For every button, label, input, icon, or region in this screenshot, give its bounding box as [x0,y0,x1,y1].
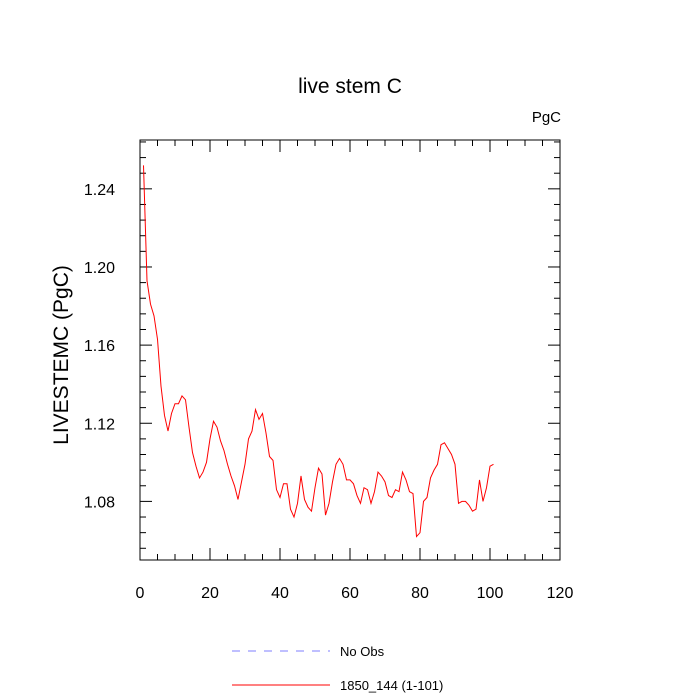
x-tick-label: 60 [341,585,359,602]
x-tick-label: 100 [477,585,504,602]
legend: No Obs 1850_144 (1-101) [232,644,443,693]
x-tick-label: 20 [201,585,219,602]
x-tick-label: 0 [136,585,145,602]
series-line [143,165,494,538]
y-axis-label: LIVESTEMC (PgC) [50,265,73,445]
chart-title: live stem C [298,75,402,98]
units-label: PgC [532,109,561,126]
y-tick-label: 1.08 [84,494,115,511]
y-tick-label: 1.24 [84,182,115,199]
legend-label: 1850_144 (1-101) [340,678,443,693]
x-tick-label: 120 [547,585,574,602]
x-tick-label: 80 [411,585,429,602]
x-tick-label: 40 [271,585,289,602]
x-tick-labels: 0 20 40 60 80 100 120 [136,585,574,602]
y-tick-label: 1.12 [84,416,115,433]
y-tick-label: 1.20 [84,260,115,277]
axis-ticks [139,140,561,560]
y-tick-labels: 1.08 1.12 1.16 1.20 1.24 [84,182,115,512]
legend-label: No Obs [340,644,385,659]
plot-frame [139,139,561,561]
y-tick-label: 1.16 [84,338,115,355]
series-group [143,165,494,538]
